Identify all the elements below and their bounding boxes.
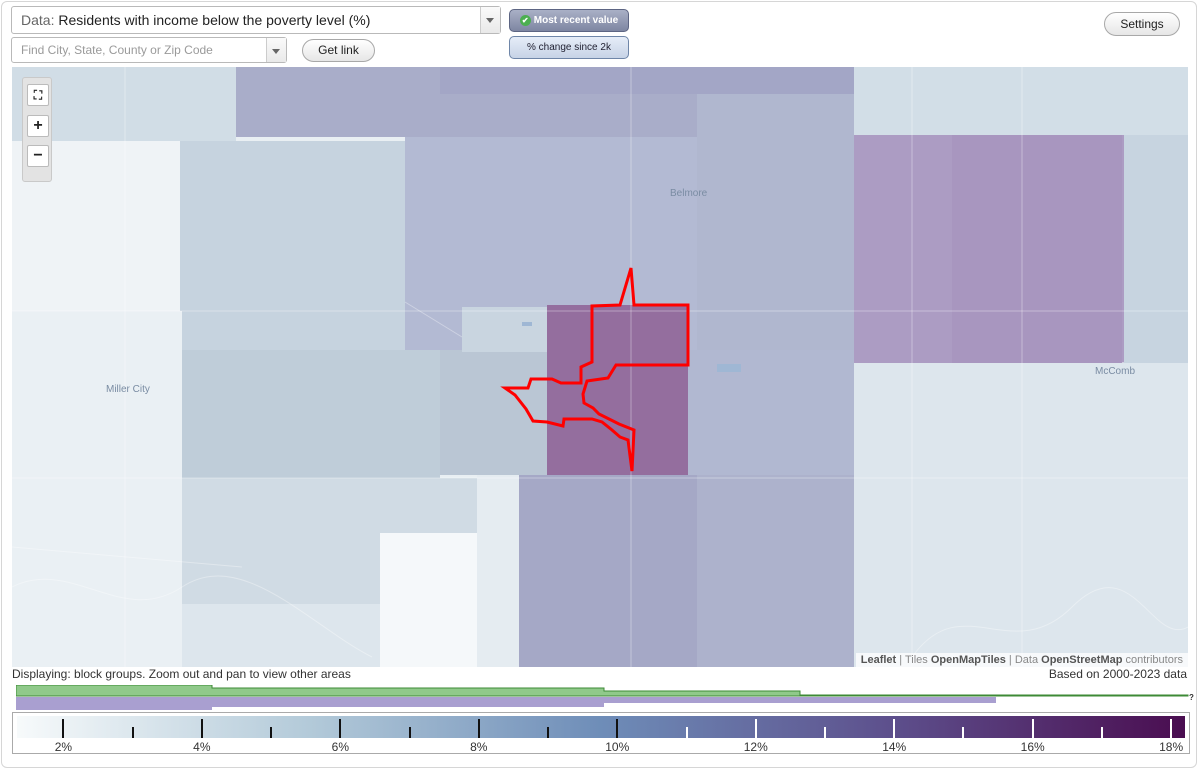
block-group — [477, 475, 519, 667]
map-canvas[interactable] — [12, 67, 1188, 667]
zoom-in-button[interactable]: + — [27, 115, 49, 137]
choropleth-map[interactable]: Belmore Miller City McComb ⛶ + − Leaflet… — [12, 67, 1188, 667]
legend-label: 2% — [54, 740, 73, 754]
coverage-bar-green — [16, 685, 1189, 697]
legend-major-tick — [1031, 719, 1034, 738]
block-group — [854, 67, 1188, 135]
block-group — [688, 350, 854, 475]
block-group — [952, 135, 1122, 370]
display-level-note: Displaying: block groups. Zoom out and p… — [12, 667, 351, 681]
check-icon: ✔ — [519, 14, 531, 26]
leaflet-link[interactable]: Leaflet — [860, 654, 897, 666]
get-link-button[interactable]: Get link — [302, 39, 375, 62]
legend-label: 18% — [1159, 740, 1184, 754]
color-legend: 2% 4% 6% 8% 10% 12% 14% 16% 18% — [12, 712, 1190, 754]
legend-minor-tick — [1100, 727, 1103, 738]
block-group — [440, 350, 547, 475]
block-group — [547, 305, 688, 475]
block-group — [182, 350, 440, 478]
settings-button[interactable]: Settings — [1104, 12, 1180, 36]
change-since-2k-toggle[interactable]: % change since 2k — [509, 36, 629, 59]
openstreetmap-link[interactable]: OpenStreetMap — [1041, 654, 1123, 666]
data-selector-value: Residents with income below the poverty … — [58, 12, 371, 28]
attr-text: Tiles — [904, 654, 928, 666]
block-group — [12, 311, 182, 667]
legend-gradient — [17, 716, 1185, 738]
legend-minor-tick — [823, 727, 826, 738]
legend-label: 4% — [193, 740, 211, 754]
data-years-note: Based on 2000-2023 data — [1048, 667, 1187, 681]
openmaptiles-link[interactable]: OpenMapTiles — [930, 654, 1006, 666]
place-label: Miller City — [106, 384, 150, 395]
block-group — [180, 141, 405, 351]
legend-major-tick — [339, 719, 342, 738]
legend-label: 14% — [882, 740, 907, 754]
block-group — [440, 67, 854, 94]
data-selector-prefix: Data: — [21, 12, 55, 28]
legend-label: 10% — [605, 740, 630, 754]
coverage-bars — [16, 685, 1189, 710]
location-search[interactable] — [11, 37, 287, 63]
data-selector[interactable]: Data: Residents with income below the po… — [11, 6, 501, 34]
block-group — [182, 604, 380, 667]
legend-minor-tick — [131, 727, 134, 738]
coverage-bar-purple — [16, 697, 996, 710]
legend-major-tick — [893, 719, 896, 738]
chevron-down-icon[interactable] — [266, 38, 286, 62]
legend-major-tick — [477, 719, 480, 738]
chevron-down-icon[interactable] — [480, 7, 500, 33]
search-input[interactable] — [12, 38, 271, 62]
attr-text: contributors — [1125, 654, 1183, 666]
block-group — [462, 307, 547, 352]
attr-text: Data — [1014, 654, 1039, 666]
legend-label: 8% — [470, 740, 488, 754]
legend-major-tick — [616, 719, 619, 738]
zoom-out-button[interactable]: − — [27, 145, 49, 167]
legend-minor-tick — [685, 727, 688, 738]
legend-minor-tick — [270, 727, 273, 738]
place-label: Belmore — [670, 188, 708, 199]
block-group — [854, 363, 1188, 667]
legend-major-tick — [62, 719, 65, 738]
help-icon[interactable]: ? — [1189, 693, 1194, 702]
block-group — [519, 475, 697, 667]
legend-major-tick — [754, 719, 757, 738]
selected-area-outline — [500, 267, 690, 472]
legend-major-tick — [200, 719, 203, 738]
block-group — [697, 94, 854, 350]
legend-major-tick — [1170, 719, 1173, 738]
block-group — [1124, 135, 1188, 363]
block-group — [380, 533, 477, 667]
legend-label: 12% — [743, 740, 768, 754]
legend-minor-tick — [962, 727, 965, 738]
most-recent-label: Most recent value — [533, 15, 619, 26]
zoom-control: ⛶ + − — [22, 77, 52, 182]
fullscreen-icon[interactable]: ⛶ — [27, 84, 49, 106]
most-recent-value-toggle[interactable]: ✔ Most recent value — [509, 9, 629, 32]
block-group — [697, 475, 854, 667]
legend-label: 6% — [331, 740, 349, 754]
place-label: McComb — [1095, 366, 1136, 377]
legend-minor-tick — [408, 727, 411, 738]
legend-label: 16% — [1020, 740, 1045, 754]
legend-minor-tick — [547, 727, 550, 738]
map-attribution: Leaflet | Tiles OpenMapTiles | Data Open… — [855, 653, 1188, 667]
